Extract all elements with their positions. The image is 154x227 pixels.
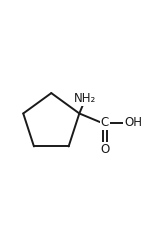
Text: NH₂: NH₂ (74, 92, 96, 105)
Text: OH: OH (124, 116, 142, 129)
Text: O: O (100, 143, 110, 155)
Text: C: C (101, 116, 109, 129)
